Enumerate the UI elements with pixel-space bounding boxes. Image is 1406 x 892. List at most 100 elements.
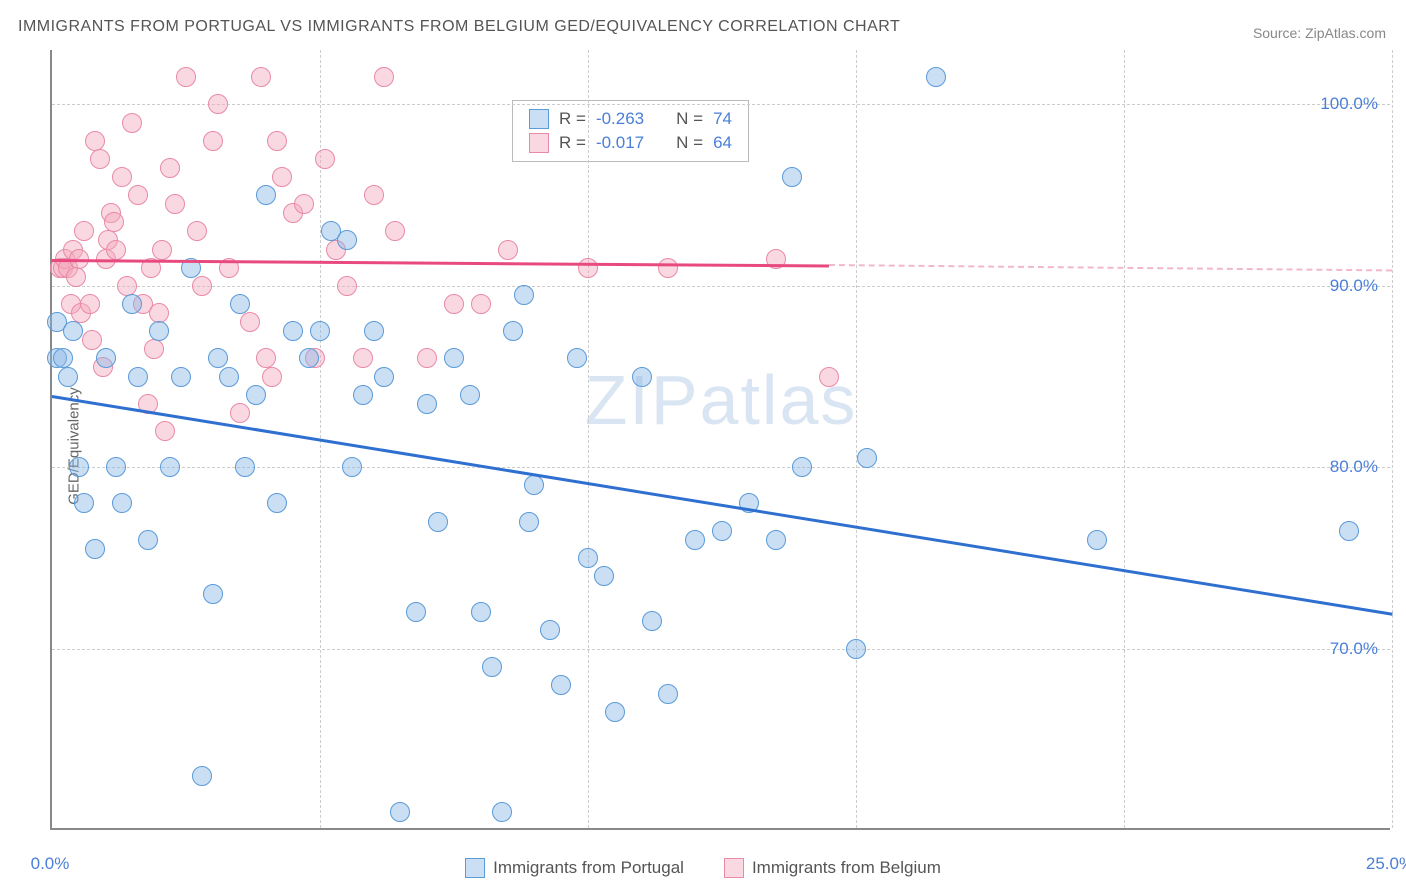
scatter-point [176,67,196,87]
scatter-point [66,267,86,287]
legend-r-value: -0.263 [596,109,644,129]
scatter-point [632,367,652,387]
scatter-point [353,348,373,368]
scatter-point [685,530,705,550]
scatter-point [605,702,625,722]
gridline-horizontal [52,649,1390,650]
bottom-legend-item: Immigrants from Belgium [724,858,941,878]
scatter-point [63,321,83,341]
scatter-point [104,212,124,232]
bottom-legend: Immigrants from Portugal Immigrants from … [0,858,1406,878]
scatter-point [498,240,518,260]
scatter-point [192,766,212,786]
x-tick-label: 0.0% [31,854,70,874]
scatter-point [294,194,314,214]
scatter-point [74,221,94,241]
scatter-point [428,512,448,532]
scatter-point [492,802,512,822]
scatter-point [272,167,292,187]
legend-swatch [529,133,549,153]
scatter-point [482,657,502,677]
scatter-point [712,521,732,541]
scatter-point [112,167,132,187]
scatter-point [782,167,802,187]
scatter-point [337,230,357,250]
scatter-point [192,276,212,296]
legend-swatch [529,109,549,129]
scatter-point [256,348,276,368]
bottom-legend-item: Immigrants from Portugal [465,858,684,878]
scatter-point [299,348,319,368]
bottom-legend-label: Immigrants from Belgium [752,858,941,878]
scatter-point [203,584,223,604]
scatter-point [122,113,142,133]
scatter-point [857,448,877,468]
scatter-point [471,294,491,314]
scatter-point [460,385,480,405]
legend-swatch [724,858,744,878]
gridline-horizontal [52,286,1390,287]
scatter-point [187,221,207,241]
scatter-point [58,367,78,387]
scatter-point [658,258,678,278]
scatter-point [208,348,228,368]
scatter-point [310,321,330,341]
scatter-point [230,294,250,314]
scatter-point [149,303,169,323]
scatter-point [267,131,287,151]
scatter-point [444,348,464,368]
scatter-point [1339,521,1359,541]
scatter-point [106,240,126,260]
legend-row: R =-0.017N =64 [529,131,732,155]
scatter-point [80,294,100,314]
scatter-point [230,403,250,423]
gridline-vertical [1392,50,1393,828]
gridline-vertical [588,50,589,828]
trend-line [829,264,1392,271]
scatter-point [165,194,185,214]
scatter-point [353,385,373,405]
scatter-point [53,348,73,368]
scatter-point [85,131,105,151]
scatter-point [315,149,335,169]
legend-swatch [465,858,485,878]
scatter-point [792,457,812,477]
scatter-point [519,512,539,532]
scatter-point [364,321,384,341]
y-tick-label: 100.0% [1320,94,1378,114]
scatter-point [578,258,598,278]
scatter-point [658,684,678,704]
scatter-point [819,367,839,387]
correlation-legend: R =-0.263N =74R =-0.017N =64 [512,100,749,162]
y-tick-label: 80.0% [1330,457,1378,477]
watermark: ZIPatlas [585,360,858,440]
scatter-point [926,67,946,87]
scatter-point [128,185,148,205]
scatter-point [417,348,437,368]
scatter-point [514,285,534,305]
plot-area: ZIPatlas R =-0.263N =74R =-0.017N =64 70… [50,50,1390,830]
scatter-point [444,294,464,314]
scatter-point [846,639,866,659]
scatter-point [342,457,362,477]
scatter-point [128,367,148,387]
y-tick-label: 90.0% [1330,276,1378,296]
trend-line [52,259,829,267]
y-tick-label: 70.0% [1330,639,1378,659]
chart-title: IMMIGRANTS FROM PORTUGAL VS IMMIGRANTS F… [18,18,900,36]
scatter-point [155,421,175,441]
scatter-point [85,539,105,559]
scatter-point [364,185,384,205]
scatter-point [256,185,276,205]
scatter-point [160,158,180,178]
scatter-point [246,385,266,405]
scatter-point [385,221,405,241]
scatter-point [138,530,158,550]
legend-n-label: N = [676,133,703,153]
scatter-point [503,321,523,341]
scatter-point [203,131,223,151]
scatter-point [149,321,169,341]
scatter-point [69,457,89,477]
scatter-point [551,675,571,695]
gridline-vertical [1124,50,1125,828]
